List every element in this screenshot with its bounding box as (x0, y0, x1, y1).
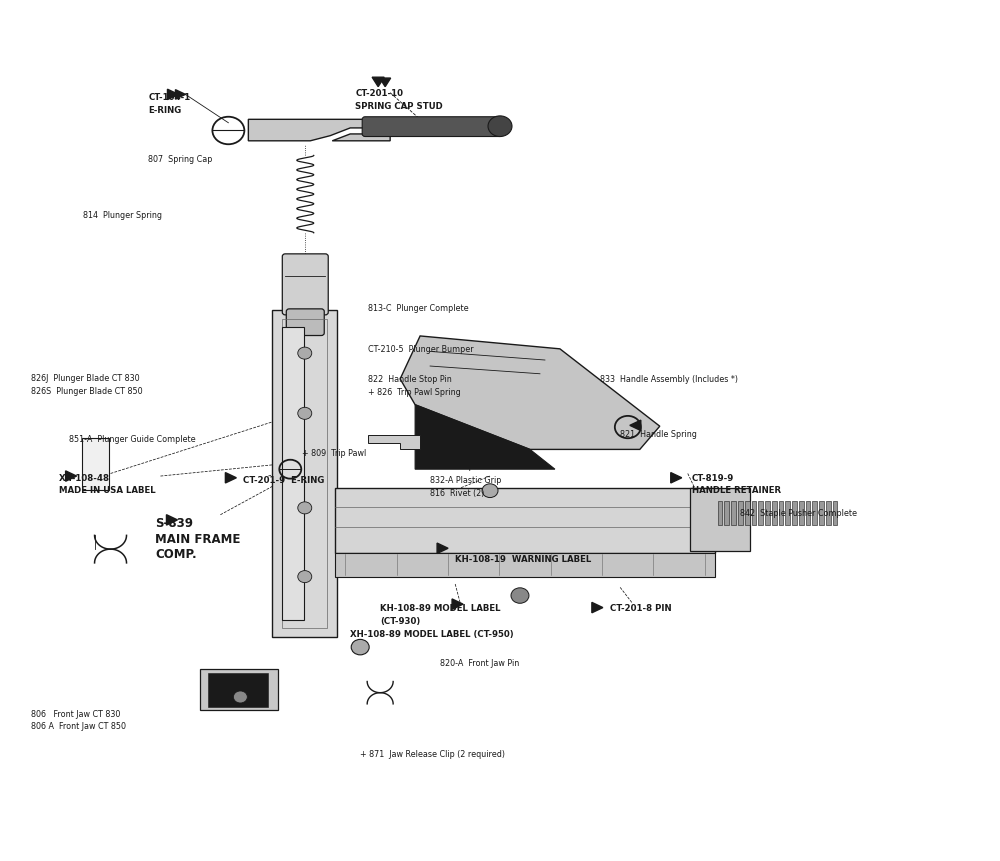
Text: 807  Spring Cap: 807 Spring Cap (148, 155, 213, 164)
Text: 822  Handle Stop Pin: 822 Handle Stop Pin (368, 375, 452, 384)
FancyBboxPatch shape (82, 438, 109, 490)
Circle shape (298, 502, 312, 514)
Text: KH-108-19  WARNING LABEL: KH-108-19 WARNING LABEL (455, 555, 591, 564)
Text: + 826  Trip Pawl Spring: + 826 Trip Pawl Spring (368, 388, 461, 398)
Polygon shape (745, 501, 750, 525)
Polygon shape (175, 90, 185, 99)
Polygon shape (779, 501, 783, 525)
Text: CT-201-10: CT-201-10 (355, 90, 403, 98)
Polygon shape (200, 669, 278, 709)
Text: SPRING CAP STUD: SPRING CAP STUD (355, 102, 443, 111)
Polygon shape (718, 501, 722, 525)
Text: CT-201-8 PIN: CT-201-8 PIN (610, 604, 671, 613)
Text: 813-C  Plunger Complete: 813-C Plunger Complete (368, 304, 469, 313)
Polygon shape (368, 435, 420, 449)
Polygon shape (812, 501, 817, 525)
Polygon shape (752, 501, 756, 525)
Text: 832-A Plastic Grip: 832-A Plastic Grip (430, 476, 501, 485)
Text: CT-201-9  E-RING: CT-201-9 E-RING (243, 476, 325, 485)
FancyBboxPatch shape (282, 254, 328, 315)
Text: (CT-930): (CT-930) (380, 617, 420, 626)
Polygon shape (738, 501, 743, 525)
Text: 833  Handle Assembly (Includes *): 833 Handle Assembly (Includes *) (600, 375, 738, 384)
Polygon shape (415, 405, 555, 469)
Polygon shape (785, 501, 790, 525)
Polygon shape (335, 553, 715, 577)
Text: 851-A  Plunger Guide Complete: 851-A Plunger Guide Complete (69, 435, 195, 443)
Text: 820-A  Front Jaw Pin: 820-A Front Jaw Pin (440, 660, 519, 668)
Polygon shape (225, 473, 236, 483)
Polygon shape (380, 78, 391, 87)
Circle shape (351, 640, 369, 655)
Circle shape (298, 571, 312, 583)
Text: 816  Rivet (2): 816 Rivet (2) (430, 489, 484, 498)
Polygon shape (799, 501, 804, 525)
Polygon shape (724, 501, 729, 525)
Polygon shape (208, 673, 268, 707)
Polygon shape (731, 501, 736, 525)
Polygon shape (282, 327, 304, 620)
Polygon shape (806, 501, 810, 525)
Text: 821  Handle Spring: 821 Handle Spring (620, 430, 697, 438)
Polygon shape (166, 515, 177, 525)
Text: S-839: S-839 (155, 517, 193, 530)
Text: CT-819-9: CT-819-9 (692, 474, 734, 483)
Polygon shape (826, 501, 831, 525)
Polygon shape (66, 471, 77, 481)
Polygon shape (452, 599, 463, 610)
Text: KH-108-89 MODEL LABEL: KH-108-89 MODEL LABEL (380, 604, 501, 613)
Text: 826S  Plunger Blade CT 850: 826S Plunger Blade CT 850 (31, 387, 142, 396)
Polygon shape (792, 501, 797, 525)
Text: 826J  Plunger Blade CT 830: 826J Plunger Blade CT 830 (31, 374, 139, 383)
Polygon shape (819, 501, 824, 525)
Text: MAIN FRAME: MAIN FRAME (155, 533, 241, 546)
Text: CT-104-1: CT-104-1 (148, 93, 191, 102)
Polygon shape (671, 473, 682, 483)
Circle shape (298, 407, 312, 419)
FancyBboxPatch shape (272, 310, 337, 637)
Circle shape (233, 691, 247, 703)
Text: + 871  Jaw Release Clip (2 required): + 871 Jaw Release Clip (2 required) (360, 750, 505, 759)
Text: XH-108-89 MODEL LABEL (CT-950): XH-108-89 MODEL LABEL (CT-950) (350, 630, 514, 639)
Text: 842  Staple Pusher Complete: 842 Staple Pusher Complete (740, 509, 857, 517)
Circle shape (482, 484, 498, 498)
Polygon shape (400, 336, 660, 449)
Polygon shape (335, 488, 715, 553)
Polygon shape (592, 603, 603, 613)
FancyBboxPatch shape (286, 309, 324, 336)
Polygon shape (372, 77, 384, 87)
Text: COMP.: COMP. (155, 548, 197, 561)
Polygon shape (437, 543, 448, 554)
Text: HANDLE RETAINER: HANDLE RETAINER (692, 486, 781, 495)
Text: XH-108-48: XH-108-48 (59, 474, 110, 483)
Text: + 825  Trip Pawl Pin: + 825 Trip Pawl Pin (430, 462, 509, 471)
Polygon shape (758, 501, 763, 525)
Polygon shape (772, 501, 777, 525)
Text: 806 A  Front Jaw CT 850: 806 A Front Jaw CT 850 (31, 722, 126, 731)
Polygon shape (690, 488, 750, 551)
Polygon shape (765, 501, 770, 525)
Text: E-RING: E-RING (148, 106, 182, 115)
Text: CT-210-5  Plunger Bumper: CT-210-5 Plunger Bumper (368, 344, 474, 354)
Polygon shape (630, 420, 641, 430)
Circle shape (488, 116, 512, 137)
Text: 806   Front Jaw CT 830: 806 Front Jaw CT 830 (31, 709, 120, 719)
FancyBboxPatch shape (362, 117, 503, 137)
Text: 814  Plunger Spring: 814 Plunger Spring (83, 211, 162, 220)
Text: MADE IN USA LABEL: MADE IN USA LABEL (59, 486, 155, 495)
Circle shape (298, 347, 312, 359)
Polygon shape (167, 90, 178, 100)
Polygon shape (248, 120, 390, 141)
Text: + 809  Trip Pawl: + 809 Trip Pawl (302, 449, 367, 457)
Polygon shape (833, 501, 837, 525)
Circle shape (511, 588, 529, 604)
